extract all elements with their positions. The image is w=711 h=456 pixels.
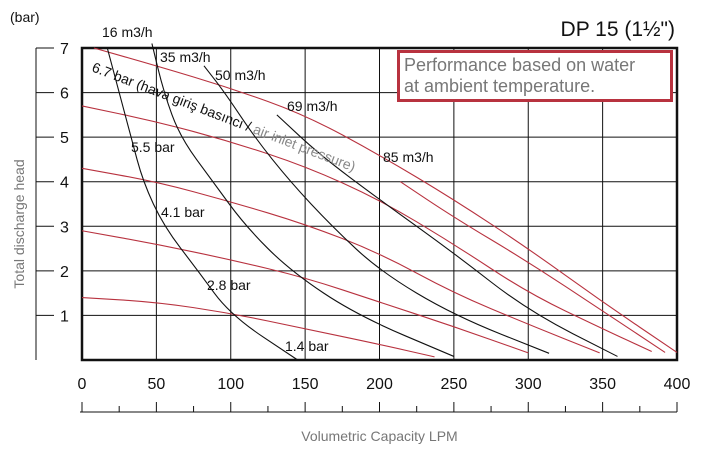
x-tick-label: 0	[78, 376, 87, 393]
pressure-curve-5-5-bar	[81, 105, 652, 353]
flow-curve-35-m3-h	[151, 43, 455, 357]
x-tick-label: 100	[217, 376, 244, 393]
pressure-label: 1.4 bar	[285, 338, 329, 354]
note-line-1: Performance based on water	[404, 55, 636, 75]
y-unit-label: (bar)	[10, 9, 40, 25]
pressure-label: 2.8 bar	[207, 277, 251, 293]
flow-curve-16-m3-h	[106, 47, 298, 361]
pressure-curve-4-1-bar	[81, 167, 600, 354]
x-tick-label: 400	[664, 376, 691, 393]
flow-curve-85-m3-h	[400, 181, 666, 353]
x-tick-label: 200	[366, 376, 393, 393]
flow-curve-50-m3-h	[203, 65, 550, 354]
plot-frame	[80, 46, 679, 362]
x-axis-title: Volumetric Capacity LPM	[301, 428, 457, 444]
flow-label: 85 m3/h	[383, 149, 434, 165]
pressure-curve-1-4-bar	[81, 297, 435, 358]
x-tick-label: 50	[147, 376, 165, 393]
chart-title: DP 15 (1½")	[560, 18, 675, 41]
y-tick-label: 4	[60, 175, 69, 192]
note-box: Performance based on water at ambient te…	[397, 50, 673, 102]
y-tick-label: 7	[60, 41, 69, 58]
x-tick-label: 250	[441, 376, 468, 393]
y-tick-label: 3	[60, 219, 69, 236]
x-tick-label: 150	[292, 376, 319, 393]
x-tick-label: 300	[515, 376, 542, 393]
pressure-label: 4.1 bar	[161, 204, 205, 220]
flow-label: 16 m3/h	[102, 24, 153, 40]
flow-label: 69 m3/h	[287, 98, 338, 114]
y-tick-label: 5	[60, 130, 69, 147]
pressure-curve-2-8-bar	[81, 230, 529, 354]
y-tick-label: 2	[60, 264, 69, 281]
note-line-2: at ambient temperature.	[404, 76, 596, 96]
flow-label: 50 m3/h	[215, 67, 266, 83]
y-tick-label: 6	[60, 86, 69, 103]
flow-label: 35 m3/h	[160, 49, 211, 65]
annotation-secondary: air inlet pressure)	[251, 121, 358, 175]
pressure-label: 5.5 bar	[131, 139, 175, 155]
x-tick-label: 350	[589, 376, 616, 393]
y-tick-label: 1	[60, 308, 69, 325]
y-axis-title: Total discharge head	[11, 159, 27, 288]
flow-curve-69-m3-h	[276, 114, 618, 357]
